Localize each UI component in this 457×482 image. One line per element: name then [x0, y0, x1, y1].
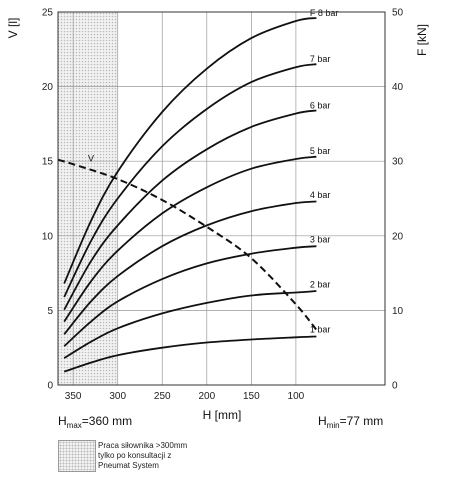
x-tick-label: 300 — [109, 391, 126, 402]
volume-curve — [57, 158, 318, 331]
force-curve-6bar — [63, 109, 317, 311]
legend-line: Praca siłownika >300mm — [98, 441, 188, 450]
y-right-axis-title: F [kN] — [415, 24, 429, 56]
legend: Praca siłownika >300mm tylko po konsulta… — [58, 440, 218, 480]
y-left-tick-label: 20 — [42, 82, 54, 93]
y-left-tick-label: 25 — [42, 8, 54, 19]
y-right-tick-label: 20 — [392, 231, 404, 242]
force-series-group: 1 bar 2 bar 3 bar 4 bar 5 bar 6 bar 7 bar F 8 b… — [63, 8, 339, 373]
y-left-tick-label: 5 — [47, 306, 53, 317]
y-left-tick-labels: 0 5 10 15 20 25 — [42, 8, 54, 392]
y-right-tick-label: 40 — [392, 82, 404, 93]
force-curve-2bar — [63, 290, 317, 359]
x-tick-label: 350 — [65, 391, 82, 402]
force-series-label: 1 bar — [310, 324, 331, 334]
y-left-tick-label: 15 — [42, 157, 54, 168]
force-curve-7bar — [63, 63, 317, 298]
legend-line: Pneumat System — [98, 461, 159, 470]
hmin-prefix: H — [318, 414, 327, 428]
force-series-label: 6 bar — [310, 100, 331, 110]
force-series-label: 7 bar — [310, 54, 331, 64]
y-right-tick-label: 30 — [392, 157, 404, 168]
hmax-suffix: =360 mm — [82, 414, 132, 428]
x-axis-title: H [mm] — [203, 408, 242, 422]
x-tick-labels: 350 300 250 200 150 100 — [65, 391, 305, 402]
force-series-label: 4 bar — [310, 190, 331, 200]
y-left-tick-label: 0 — [47, 381, 53, 392]
y-left-axis-title: V [l] — [6, 18, 20, 39]
force-curve-1bar — [63, 335, 317, 373]
force-series-label: 3 bar — [310, 235, 331, 245]
hmax-annotation: Hmax=360 mm — [58, 414, 132, 430]
force-curve-8bar — [63, 17, 317, 284]
hmin-annotation: Hmin=77 mm — [318, 414, 383, 430]
legend-text: Praca siłownika >300mm tylko po konsulta… — [98, 441, 228, 471]
force-series-label: F 8 bar — [310, 8, 339, 18]
legend-line: tylko po konsultacji z — [98, 451, 172, 460]
force-curve-4bar — [63, 200, 317, 335]
x-tick-label: 150 — [243, 391, 260, 402]
volume-series-label: V — [88, 154, 94, 164]
force-series-label: 2 bar — [310, 279, 331, 289]
y-right-tick-label: 10 — [392, 306, 404, 317]
hmax-subscript: max — [67, 421, 82, 430]
force-series-label: 5 bar — [310, 146, 331, 156]
hmax-prefix: H — [58, 414, 67, 428]
legend-hatch-swatch — [58, 440, 96, 472]
force-curve-5bar — [63, 155, 317, 323]
hmin-suffix: =77 mm — [340, 414, 384, 428]
y-left-tick-label: 10 — [42, 231, 54, 242]
y-right-tick-label: 0 — [392, 381, 398, 392]
y-right-tick-label: 50 — [392, 8, 404, 19]
hatched-region — [58, 12, 118, 385]
force-curve-3bar — [63, 245, 317, 347]
y-right-tick-labels: 0 10 20 30 40 50 — [392, 8, 404, 392]
x-tick-label: 200 — [198, 391, 215, 402]
x-tick-label: 250 — [154, 391, 171, 402]
x-tick-label: 100 — [288, 391, 305, 402]
hmin-subscript: min — [327, 421, 340, 430]
plot-frame — [57, 11, 386, 386]
